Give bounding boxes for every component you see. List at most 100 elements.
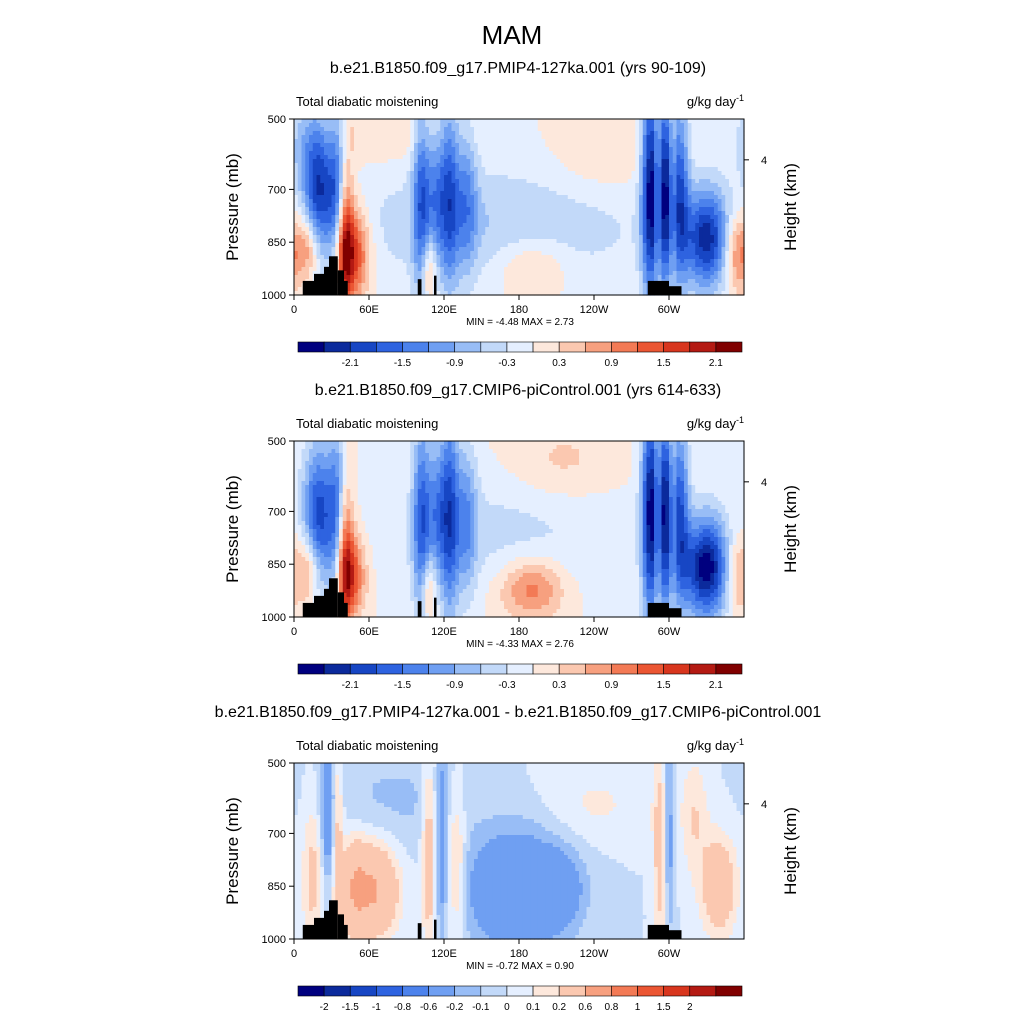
field-cell: [537, 211, 543, 216]
field-cell: [612, 163, 618, 168]
field-cell: [339, 147, 344, 152]
field-cell: [740, 195, 745, 200]
field-cell: [414, 159, 419, 164]
field-cell: [624, 239, 629, 244]
field-cell: [725, 191, 730, 196]
field-cell: [335, 203, 340, 208]
field-cell: [661, 143, 666, 148]
field-cell: [519, 259, 524, 264]
field-cell: [601, 223, 606, 228]
field-cell: [582, 155, 588, 160]
field-cell: [541, 211, 546, 216]
field-cell: [391, 263, 396, 268]
field-cell: [365, 215, 370, 220]
field-cell: [571, 179, 576, 184]
field-cell: [301, 159, 306, 164]
field-cell: [721, 199, 726, 204]
field-cell: [410, 255, 415, 260]
field-cell: [402, 219, 408, 224]
field-cell: [556, 163, 561, 168]
field-cell: [406, 179, 411, 184]
field-cell: [451, 227, 456, 232]
field-cell: [526, 191, 531, 196]
field-cell: [515, 187, 520, 192]
field-cell: [710, 223, 715, 228]
field-cell: [687, 243, 693, 248]
field-cell: [410, 259, 415, 264]
field-cell: [706, 239, 711, 244]
field-cell: [369, 203, 374, 208]
field-cell: [522, 175, 528, 180]
field-cell: [455, 135, 460, 140]
field-cell: [519, 151, 524, 156]
field-cell: [732, 275, 738, 280]
field-cell: [661, 275, 666, 280]
field-cell: [474, 227, 479, 232]
field-cell: [481, 123, 486, 128]
field-cell: [586, 183, 591, 188]
field-cell: [717, 259, 723, 264]
field-cell: [312, 135, 318, 140]
field-cell: [549, 251, 554, 256]
field-cell: [387, 243, 393, 248]
field-cell: [297, 259, 303, 264]
field-cell: [627, 183, 633, 188]
field-cell: [710, 167, 715, 172]
field-cell: [646, 163, 651, 168]
field-cell: [350, 219, 355, 224]
field-cell: [725, 159, 730, 164]
field-cell: [481, 263, 486, 268]
field-cell: [384, 271, 389, 276]
field-cell: [560, 199, 565, 204]
field-cell: [402, 275, 408, 280]
field-cell: [324, 259, 329, 264]
field-cell: [436, 219, 441, 224]
field-cell: [601, 187, 606, 192]
field-cell: [732, 131, 738, 136]
field-cell: [481, 179, 486, 184]
field-cell: [526, 271, 531, 276]
field-cell: [492, 127, 498, 132]
field-cell: [729, 279, 734, 284]
field-cell: [579, 191, 584, 196]
field-cell: [579, 231, 584, 236]
field-cell: [616, 187, 621, 192]
field-cell: [680, 211, 685, 216]
field-cell: [504, 259, 509, 264]
field-cell: [327, 207, 333, 212]
field-cell: [597, 159, 603, 164]
field-cell: [455, 263, 460, 268]
field-cell: [680, 167, 685, 172]
field-cell: [511, 191, 516, 196]
field-cell: [466, 203, 471, 208]
field-cell: [399, 187, 404, 192]
field-cell: [466, 135, 471, 140]
field-cell: [582, 187, 588, 192]
field-cell: [474, 175, 479, 180]
field-cell: [635, 159, 640, 164]
field-cell: [672, 271, 678, 276]
field-cell: [612, 179, 618, 184]
field-cell: [361, 255, 366, 260]
field-cell: [429, 203, 434, 208]
field-cell: [732, 135, 738, 140]
field-cell: [312, 163, 318, 168]
field-cell: [710, 123, 715, 128]
field-cell: [320, 263, 325, 268]
field-cell: [657, 243, 663, 248]
field-cell: [447, 175, 453, 180]
field-cell: [301, 263, 306, 268]
field-cell: [732, 123, 738, 128]
field-cell: [534, 247, 539, 252]
field-cell: [357, 199, 363, 204]
field-cell: [365, 223, 370, 228]
field-cell: [410, 179, 415, 184]
field-cell: [504, 243, 509, 248]
field-cell: [432, 143, 438, 148]
field-cell: [710, 215, 715, 220]
field-cell: [335, 243, 340, 248]
field-cell: [451, 171, 456, 176]
field-cell: [305, 251, 310, 256]
field-cell: [530, 159, 535, 164]
field-cell: [714, 163, 719, 168]
